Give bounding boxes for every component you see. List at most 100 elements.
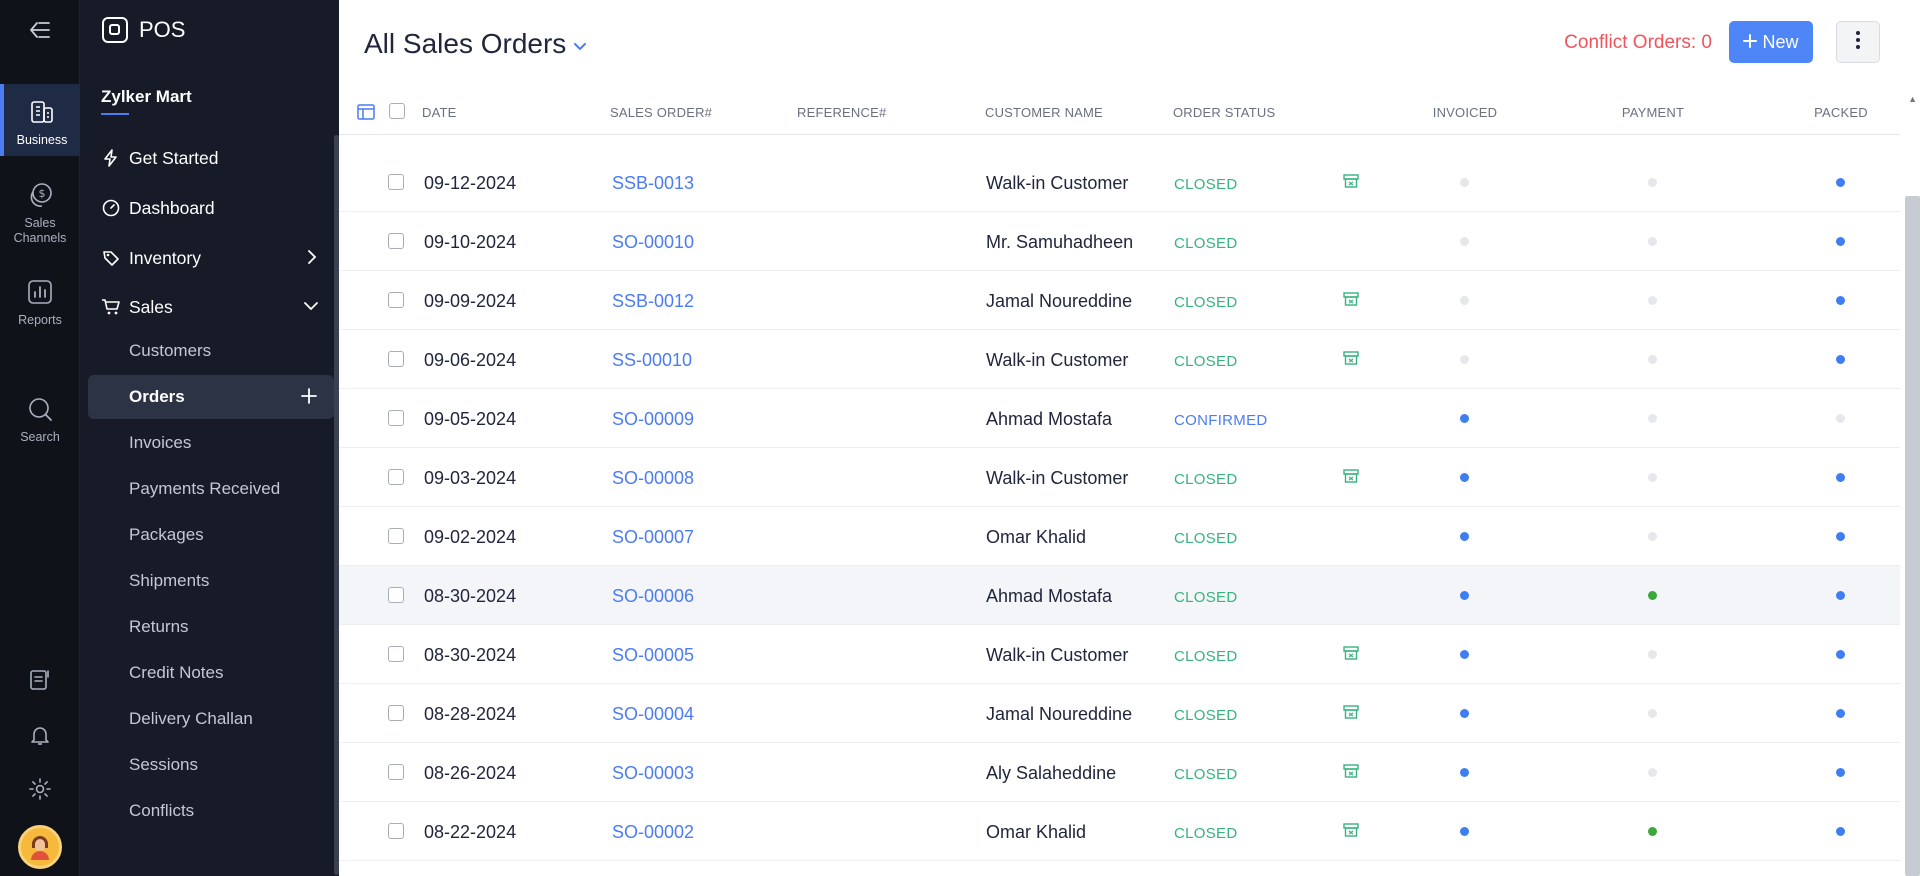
table-row[interactable]: 09-09-2024 SSB-0012 Jamal Noureddine CLOSED [339, 271, 1900, 330]
table-row[interactable]: 09-02-2024 SO-00007 Omar Khalid CLOSED [339, 507, 1900, 566]
row-checkbox[interactable] [388, 351, 404, 367]
row-checkbox[interactable] [388, 233, 404, 249]
row-checkbox[interactable] [388, 823, 404, 839]
col-date[interactable]: DATE [422, 105, 457, 120]
order-status: CLOSED [1174, 589, 1238, 606]
row-checkbox[interactable] [388, 528, 404, 544]
sales-order-link[interactable]: SO-00007 [612, 527, 695, 547]
nav-scrollbar[interactable] [334, 135, 339, 875]
sales-order-link[interactable]: SSB-0013 [612, 173, 695, 193]
main-scrollbar[interactable] [1905, 196, 1920, 876]
archive-icon [1343, 645, 1359, 666]
table-row[interactable]: 09-12-2024 SSB-0013 Walk-in Customer CLOSED [339, 153, 1900, 212]
org-name[interactable]: Zylker Mart [101, 87, 192, 106]
sales-order-link[interactable]: SO-00009 [612, 409, 695, 429]
archive-icon [1343, 704, 1359, 725]
archive-icon [1343, 291, 1359, 312]
search-icon [25, 394, 55, 424]
col-order-status[interactable]: ORDER STATUS [1173, 105, 1276, 120]
sales-order-link[interactable]: SO-00003 [612, 763, 695, 783]
row-checkbox[interactable] [388, 174, 404, 190]
gear-icon[interactable] [0, 777, 80, 801]
nav-item-invoices[interactable]: Invoices [129, 433, 192, 452]
row-checkbox[interactable] [388, 410, 404, 426]
new-button[interactable]: New [1729, 21, 1813, 63]
nav-item-shipments[interactable]: Shipments [129, 571, 210, 590]
row-checkbox[interactable] [388, 292, 404, 308]
table-row[interactable]: 08-30-2024 SO-00006 Ahmad Mostafa CLOSED [339, 566, 1900, 625]
col-invoiced[interactable]: INVOICED [1432, 105, 1498, 120]
col-packed[interactable]: PACKED [1814, 105, 1868, 120]
table-row[interactable]: 08-22-2024 SO-00002 Omar Khalid CLOSED [339, 802, 1900, 861]
nav-item-conflicts[interactable]: Conflicts [129, 801, 195, 820]
row-checkbox[interactable] [388, 469, 404, 485]
select-all-checkbox[interactable] [389, 103, 405, 119]
packed-indicator [1836, 414, 1845, 423]
customer-name: Omar Khalid [986, 527, 1087, 547]
sales-order-link[interactable]: SO-00002 [612, 822, 695, 842]
bell-icon[interactable] [0, 723, 80, 747]
rail-item-reports[interactable]: Reports [0, 277, 80, 328]
sales-order-link[interactable]: SO-00008 [612, 468, 695, 488]
table-row[interactable]: 09-05-2024 SO-00009 Ahmad Mostafa CONFIRMED [339, 389, 1900, 448]
nav-item-customers[interactable]: Customers [129, 341, 212, 360]
row-checkbox[interactable] [388, 705, 404, 721]
scroll-up-icon[interactable]: ▲ [1908, 94, 1917, 104]
sales-order-link[interactable]: SO-00004 [612, 704, 695, 724]
nav-item-payments-received[interactable]: Payments Received [129, 479, 281, 498]
rail-item-search[interactable]: Search [0, 394, 80, 445]
col-payment[interactable]: PAYMENT [1621, 105, 1685, 120]
view-selector[interactable]: All Sales Orders [364, 28, 588, 60]
rail-label: Search [20, 430, 60, 444]
nav-item-packages[interactable]: Packages [129, 525, 204, 544]
more-options-button[interactable] [1836, 21, 1880, 63]
table-row[interactable]: 08-26-2024 SO-00003 Aly Salaheddine CLOSED [339, 743, 1900, 802]
collapse-menu-icon[interactable] [26, 16, 54, 44]
nav-item-inventory[interactable]: Inventory [101, 238, 321, 278]
nav-item-get-started[interactable]: Get Started [101, 138, 321, 178]
col-reference[interactable]: REFERENCE# [797, 105, 887, 120]
table-row[interactable]: 09-06-2024 SS-00010 Walk-in Customer CLOSED [339, 330, 1900, 389]
sales-order-link[interactable]: SO-00010 [612, 232, 695, 252]
rail-item-sales-channels[interactable]: $ Sales Channels [0, 180, 80, 246]
row-checkbox[interactable] [388, 764, 404, 780]
nav-item-returns[interactable]: Returns [129, 617, 189, 636]
sales-order-link[interactable]: SO-00006 [612, 586, 695, 606]
table-row[interactable]: 08-30-2024 SO-00005 Walk-in Customer CLOSED [339, 625, 1900, 684]
sales-order-link[interactable]: SO-00005 [612, 645, 695, 665]
customer-name: Walk-in Customer [986, 468, 1129, 488]
order-date: 08-28-2024 [424, 704, 517, 724]
nav-label: Inventory [129, 247, 201, 268]
sales-order-link[interactable]: SSB-0012 [612, 291, 695, 311]
nav-item-sales[interactable]: Sales [101, 287, 321, 327]
nav-item-credit-notes[interactable]: Credit Notes [129, 663, 224, 682]
order-date: 09-05-2024 [424, 409, 517, 429]
col-customer-name[interactable]: CUSTOMER NAME [985, 105, 1103, 120]
packed-indicator [1836, 237, 1845, 246]
conflict-orders-link[interactable]: Conflict Orders: 0 [1564, 32, 1712, 53]
avatar[interactable] [0, 825, 80, 869]
nav-label: Sales [129, 296, 173, 317]
sales-order-link[interactable]: SS-00010 [612, 350, 693, 370]
rail-label: Sales [24, 216, 56, 230]
column-settings-icon[interactable] [357, 104, 375, 123]
invoiced-indicator [1460, 355, 1469, 364]
add-order-icon[interactable] [296, 383, 322, 409]
archive-icon [1343, 468, 1359, 489]
table-row[interactable]: 08-28-2024 SO-00004 Jamal Noureddine CLOSED [339, 684, 1900, 743]
nav-item-sessions[interactable]: Sessions [129, 755, 198, 774]
packed-indicator [1836, 532, 1845, 541]
col-sales-order[interactable]: SALES ORDER# [610, 105, 713, 120]
rail-item-business[interactable]: Business [0, 84, 80, 156]
nav-item-delivery-challan[interactable]: Delivery Challan [129, 709, 253, 728]
nav-item-orders[interactable]: Orders [88, 375, 334, 419]
order-date: 09-10-2024 [424, 232, 517, 252]
table-row[interactable]: 09-03-2024 SO-00008 Walk-in Customer CLOSED [339, 448, 1900, 507]
payment-indicator [1648, 473, 1657, 482]
table-row[interactable]: 09-10-2024 SO-00010 Mr. Samuhadheen CLOSED [339, 212, 1900, 271]
row-checkbox[interactable] [388, 646, 404, 662]
notes-icon[interactable] [0, 668, 80, 692]
nav-item-dashboard[interactable]: Dashboard [101, 188, 321, 228]
row-checkbox[interactable] [388, 587, 404, 603]
brand[interactable]: POS [101, 16, 185, 44]
